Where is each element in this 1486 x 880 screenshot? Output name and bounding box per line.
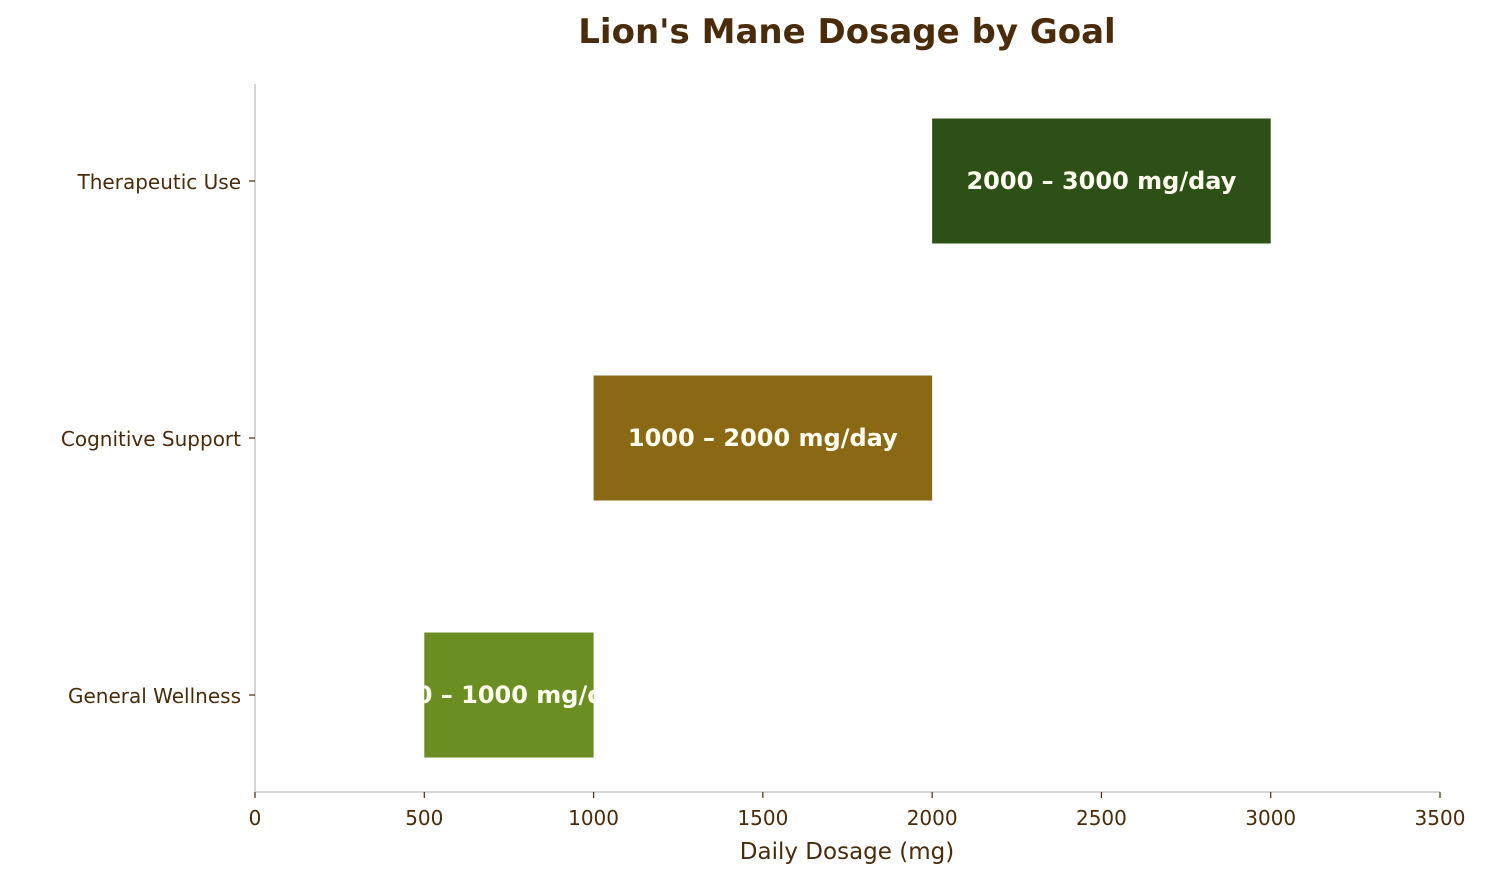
bar-cognitive-support	[593, 375, 933, 501]
x-tick-label: 2500	[1076, 806, 1127, 830]
x-ticks: 0 500 1000 1500 2000 2500 3000 3500	[249, 792, 1466, 830]
chart-title: Lion's Mane Dosage by Goal	[578, 12, 1115, 52]
y-tick-label: General Wellness	[68, 684, 241, 708]
y-tick-label: Therapeutic Use	[77, 170, 241, 194]
y-tick-label: Cognitive Support	[61, 427, 241, 451]
x-tick-label: 3000	[1245, 806, 1296, 830]
bar-general-wellness	[424, 632, 594, 758]
bar-data-label: 1000 – 2000 mg/day	[628, 424, 898, 452]
bar-data-label: 500 – 1000 mg/day	[382, 681, 636, 709]
y-ticks: General Wellness Cognitive Support Therape…	[61, 170, 255, 708]
x-tick-label: 1500	[737, 806, 788, 830]
x-tick-label: 0	[249, 806, 262, 830]
x-tick-label: 1000	[568, 806, 619, 830]
bar-therapeutic-use	[932, 118, 1271, 244]
x-axis-label: Daily Dosage (mg)	[740, 839, 954, 865]
bars-group: 500 – 1000 mg/day 1000 – 2000 mg/day 2000 …	[382, 118, 1271, 758]
x-tick-label: 500	[405, 806, 443, 830]
x-tick-label: 2000	[907, 806, 958, 830]
bar-data-label: 2000 – 3000 mg/day	[966, 167, 1236, 195]
x-tick-label: 3500	[1415, 806, 1466, 830]
